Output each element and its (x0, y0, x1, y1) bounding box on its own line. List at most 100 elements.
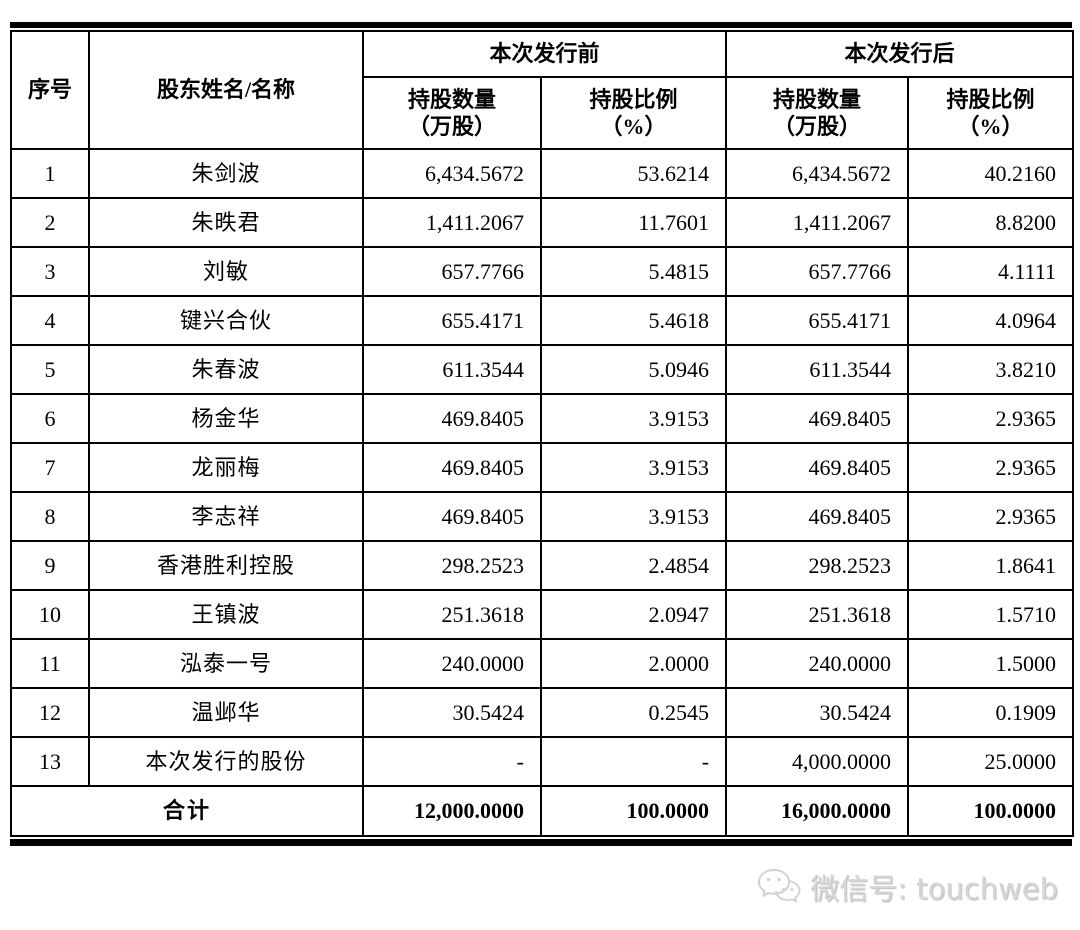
table-row: 10 王镇波 251.3618 2.0947 251.3618 1.5710 (10, 589, 1075, 640)
shareholder-name: 温邺华 (88, 687, 364, 738)
pre-percent-value: 11.7601 (539, 197, 728, 248)
post-percent-value: 0.1909 (907, 687, 1075, 738)
post-percent-value: 40.2160 (907, 148, 1075, 199)
pre-percent-value: 3.9153 (539, 393, 728, 444)
shareholder-name: 王镇波 (88, 589, 364, 640)
header-post-shares: 持股数量 （万股） (725, 76, 910, 150)
pre-percent-value: 3.9153 (539, 442, 728, 493)
row-index: 7 (10, 442, 90, 493)
shareholder-name: 朱剑波 (88, 148, 364, 199)
watermark: 微信号: touchweb (756, 866, 1058, 908)
table-row: 2 朱昳君 1,411.2067 11.7601 1,411.2067 8.82… (10, 197, 1075, 248)
total-pre-shares: 12,000.0000 (362, 785, 542, 837)
pre-percent-value: 0.2545 (539, 687, 728, 738)
post-shares-value: 1,411.2067 (725, 197, 910, 248)
total-pre-percent: 100.0000 (539, 785, 728, 837)
post-shares-value: 6,434.5672 (725, 148, 910, 199)
row-index: 5 (10, 344, 90, 395)
post-shares-value: 611.3544 (725, 344, 910, 395)
header-sub-row: 持股数量 （万股） 持股比例 （%） 持股数量 （万股） 持股比例 （%） (11, 76, 1075, 150)
post-shares-value: 298.2523 (725, 540, 910, 591)
pre-percent-value: - (539, 736, 728, 787)
pre-shares-value: 298.2523 (362, 540, 542, 591)
shareholder-name: 键兴合伙 (88, 295, 364, 346)
table-row: 5 朱春波 611.3544 5.0946 611.3544 3.8210 (10, 344, 1075, 395)
row-index: 3 (10, 246, 90, 297)
pre-shares-value: 657.7766 (362, 246, 542, 297)
header-pre-shares-line2: （万股） (407, 114, 496, 139)
header-post-shares-line1: 持股数量 (773, 86, 862, 112)
header-post-percent: 持股比例 （%） (907, 76, 1075, 150)
pre-percent-value: 5.0946 (539, 344, 728, 395)
shareholder-name: 刘敏 (88, 246, 364, 297)
pre-shares-value: 30.5424 (362, 687, 542, 738)
shareholder-name: 朱昳君 (88, 197, 364, 248)
post-percent-value: 1.5710 (907, 589, 1075, 640)
post-percent-value: 1.5000 (907, 638, 1075, 689)
post-percent-value: 4.0964 (907, 295, 1075, 346)
pre-shares-value: 655.4171 (362, 295, 542, 346)
shareholder-name: 本次发行的股份 (88, 736, 364, 787)
shareholder-name: 朱春波 (88, 344, 364, 395)
row-index: 4 (10, 295, 90, 346)
row-index: 9 (10, 540, 90, 591)
post-shares-value: 251.3618 (725, 589, 910, 640)
post-percent-value: 25.0000 (907, 736, 1075, 787)
header-post-percent-line1: 持股比例 (946, 86, 1035, 112)
row-index: 6 (10, 393, 90, 444)
watermark-text: 微信号: touchweb (810, 872, 1058, 906)
pre-percent-value: 2.0947 (539, 589, 728, 640)
pre-shares-value: 1,411.2067 (362, 197, 542, 248)
post-shares-value: 30.5424 (725, 687, 910, 738)
post-percent-value: 2.9365 (907, 491, 1075, 542)
header-pre-percent: 持股比例 （%） (539, 76, 728, 150)
post-percent-value: 2.9365 (907, 442, 1075, 493)
post-percent-value: 8.8200 (907, 197, 1075, 248)
post-shares-value: 469.8405 (725, 393, 910, 444)
table-row: 8 李志祥 469.8405 3.9153 469.8405 2.9365 (10, 491, 1075, 542)
post-percent-value: 3.8210 (907, 344, 1075, 395)
shareholder-name: 杨金华 (88, 393, 364, 444)
pre-shares-value: 611.3544 (362, 344, 542, 395)
post-shares-value: 655.4171 (725, 295, 910, 346)
total-post-shares: 16,000.0000 (725, 785, 910, 837)
pre-shares-value: 469.8405 (362, 442, 542, 493)
table-row: 12 温邺华 30.5424 0.2545 30.5424 0.1909 (10, 687, 1075, 738)
pre-percent-value: 5.4618 (539, 295, 728, 346)
post-shares-value: 240.0000 (725, 638, 910, 689)
pre-percent-value: 53.6214 (539, 148, 728, 199)
post-shares-value: 469.8405 (725, 442, 910, 493)
shareholder-table: 序号 股东姓名/名称 本次发行前 本次发行后 持股数量 （万股） 持股比例 （%… (10, 30, 1075, 837)
table-row: 6 杨金华 469.8405 3.9153 469.8405 2.9365 (10, 393, 1075, 444)
total-post-percent: 100.0000 (907, 785, 1075, 837)
post-shares-value: 4,000.0000 (725, 736, 910, 787)
header-pre-shares-line1: 持股数量 (407, 86, 496, 112)
pre-percent-value: 2.4854 (539, 540, 728, 591)
pre-shares-value: 240.0000 (362, 638, 542, 689)
shareholder-name: 李志祥 (88, 491, 364, 542)
pre-shares-value: - (362, 736, 542, 787)
header-group-after: 本次发行后 (725, 30, 1075, 78)
table-header: 序号 股东姓名/名称 本次发行前 本次发行后 持股数量 （万股） 持股比例 （%… (10, 30, 1075, 150)
pre-shares-value: 469.8405 (362, 393, 542, 444)
pre-percent-value: 3.9153 (539, 491, 728, 542)
row-index: 10 (10, 589, 90, 640)
shareholder-tbody: 1 朱剑波 6,434.5672 53.6214 6,434.5672 40.2… (10, 148, 1075, 787)
header-pre-percent-line2: （%） (600, 114, 667, 139)
pre-shares-value: 6,434.5672 (362, 148, 542, 199)
header-shareholder-name: 股东姓名/名称 (88, 30, 364, 150)
shareholder-name: 泓泰一号 (88, 638, 364, 689)
table-row: 4 键兴合伙 655.4171 5.4618 655.4171 4.0964 (10, 295, 1075, 346)
header-index: 序号 (10, 30, 90, 150)
row-index: 2 (10, 197, 90, 248)
header-post-shares-line2: （万股） (773, 114, 862, 139)
table-footer: 合计 12,000.0000 100.0000 16,000.0000 100.… (10, 785, 1075, 837)
row-index: 13 (10, 736, 90, 787)
table-row: 1 朱剑波 6,434.5672 53.6214 6,434.5672 40.2… (10, 148, 1075, 199)
table-row: 13 本次发行的股份 - - 4,000.0000 25.0000 (10, 736, 1075, 787)
row-index: 12 (10, 687, 90, 738)
header-group-before: 本次发行前 (361, 30, 728, 78)
row-index: 1 (10, 148, 90, 199)
table-row: 9 香港胜利控股 298.2523 2.4854 298.2523 1.8641 (10, 540, 1075, 591)
